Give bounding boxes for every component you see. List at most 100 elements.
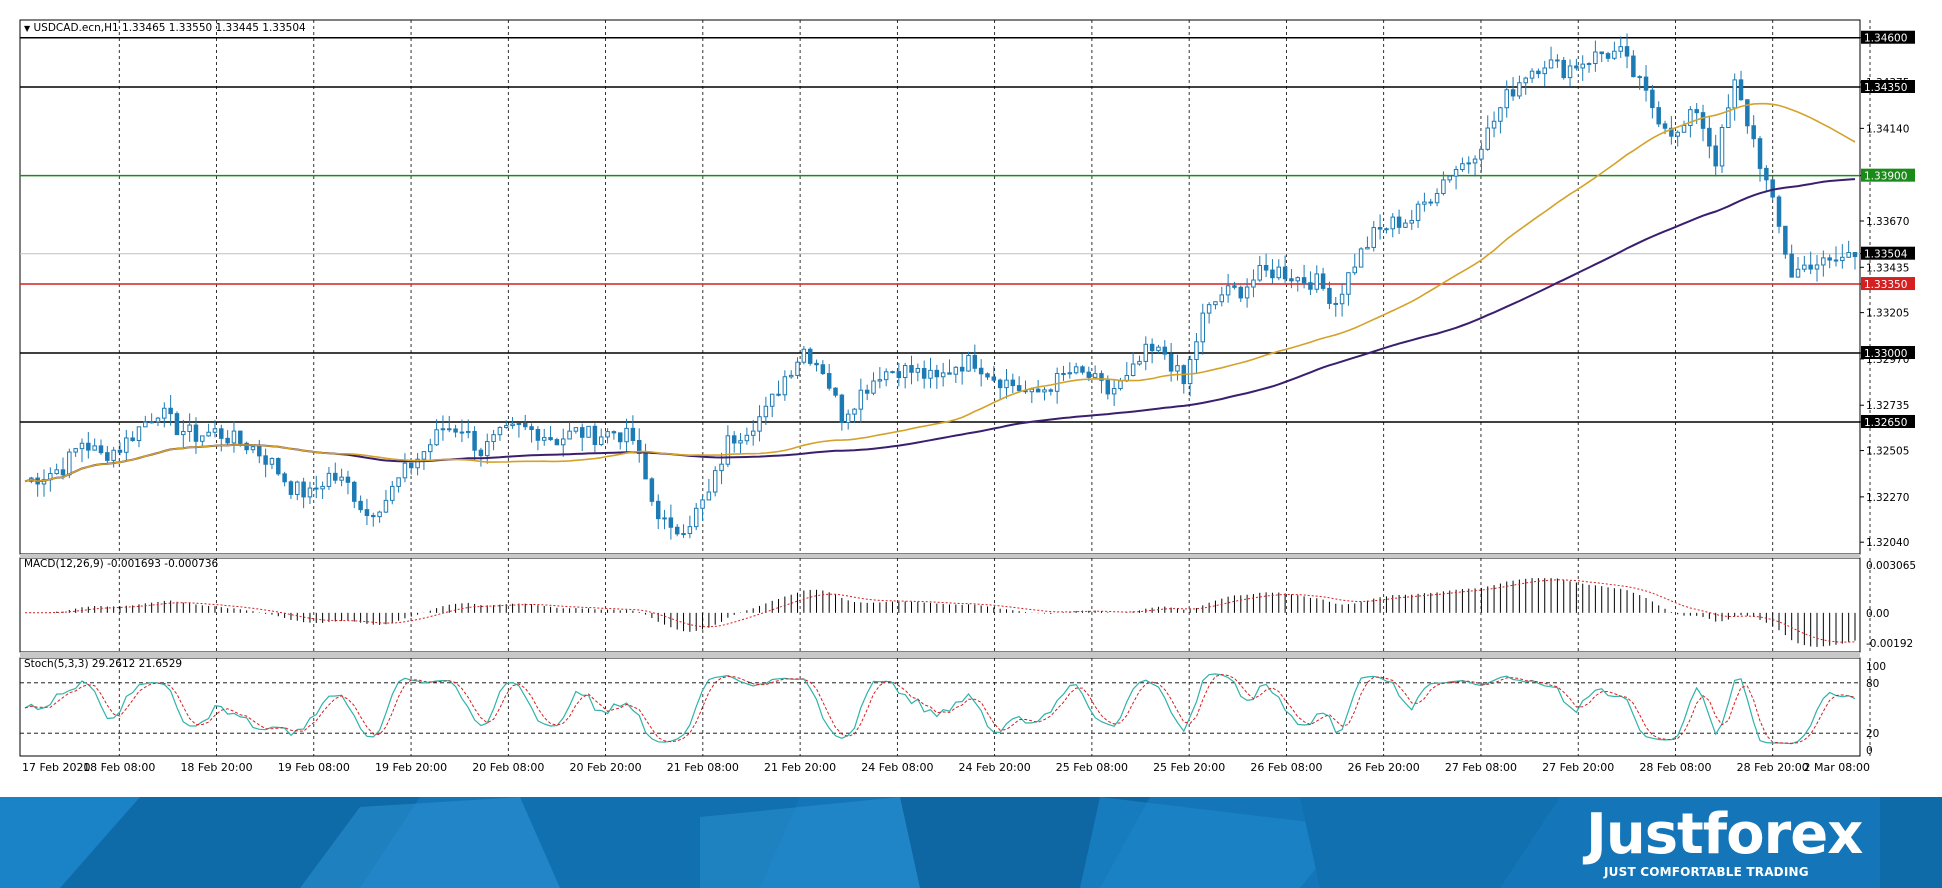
candle-body <box>820 364 826 375</box>
candle-body <box>1726 107 1731 128</box>
candle-body <box>434 429 439 446</box>
candle-body <box>516 423 522 426</box>
level-label-box <box>1861 168 1915 182</box>
candle-body <box>1200 312 1206 343</box>
candle-body <box>472 430 477 451</box>
candle-body <box>1099 373 1104 381</box>
time-axis-label: 26 Feb 08:00 <box>1250 761 1322 774</box>
time-axis-label: 27 Feb 20:00 <box>1542 761 1614 774</box>
candle-body <box>788 374 794 378</box>
candle-body <box>1536 70 1541 75</box>
candle-body <box>1061 373 1066 376</box>
level-label: 1.33000 <box>1864 348 1907 360</box>
candle-body <box>1213 301 1218 306</box>
candle-body <box>1574 65 1579 69</box>
candle-body <box>1010 379 1016 387</box>
candle-body <box>1441 179 1446 194</box>
candle-body <box>1700 112 1706 129</box>
candle-body <box>86 442 91 451</box>
candle-body <box>966 354 971 372</box>
time-axis-label: 20 Feb 20:00 <box>569 761 641 774</box>
candle-body <box>143 421 148 428</box>
candle-body <box>643 452 648 480</box>
candle-body <box>1054 373 1060 392</box>
candle-body <box>959 366 965 372</box>
time-axis-label: 28 Feb 20:00 <box>1737 761 1809 774</box>
candle-body <box>1776 196 1782 227</box>
candle-body <box>504 425 509 428</box>
candle-body <box>257 446 262 457</box>
candle-body <box>510 423 515 427</box>
candle-body <box>1086 371 1092 378</box>
time-axis-label: 17 Feb 2020 <box>22 761 90 774</box>
collapse-arrow-icon[interactable]: ▼ <box>24 24 31 33</box>
candle-body <box>934 369 940 378</box>
candle-body <box>1194 341 1199 361</box>
candle-body <box>985 373 990 378</box>
candle-body <box>1225 285 1231 296</box>
candle-body <box>548 437 553 441</box>
price-axis-label: 1.32270 <box>1866 492 1909 504</box>
candle-body <box>206 431 211 437</box>
level-label: 1.32650 <box>1864 417 1907 429</box>
candle-body <box>485 441 490 457</box>
level-label-box <box>1861 246 1915 260</box>
candle-body <box>896 371 902 378</box>
candle-body <box>1175 365 1180 372</box>
candle-body <box>1466 162 1471 165</box>
stoch-main-line <box>24 673 1856 745</box>
stoch-axis-label: 80 <box>1866 678 1879 690</box>
candle-body <box>1510 89 1516 97</box>
candle-body <box>554 439 560 446</box>
symbol-ohlc-label: USDCAD.ecn,H1 1.33465 1.33550 1.33445 1.… <box>33 22 306 34</box>
candle-body <box>567 430 572 440</box>
time-axis-label: 18 Feb 08:00 <box>83 761 155 774</box>
candle-body <box>763 405 769 418</box>
candle-body <box>263 455 268 465</box>
candle-body <box>1612 50 1617 59</box>
candle-body <box>383 499 389 513</box>
stoch-axis-label: 100 <box>1866 661 1886 673</box>
candle-body <box>693 507 699 528</box>
candle-body <box>1751 125 1756 140</box>
brand-footer: Justforex JUST COMFORTABLE TRADING <box>0 797 1942 888</box>
candle-body <box>1548 59 1554 69</box>
candle-body <box>60 469 66 476</box>
candle-body <box>1808 264 1813 270</box>
candle-body <box>1301 277 1307 284</box>
candle-body <box>1827 257 1832 261</box>
level-label: 1.33900 <box>1864 171 1907 183</box>
candle-body <box>978 367 984 375</box>
candle-body <box>731 435 737 444</box>
candle-body <box>453 428 458 433</box>
candle-body <box>1852 252 1858 258</box>
candle-body <box>314 487 319 490</box>
candle-body <box>339 476 344 481</box>
time-axis-label: 24 Feb 20:00 <box>959 761 1031 774</box>
candle-body <box>174 413 180 436</box>
level-label-box <box>1861 414 1915 428</box>
candle-body <box>1238 286 1244 299</box>
time-axis-label: 24 Feb 08:00 <box>861 761 933 774</box>
candle-body <box>1643 76 1649 91</box>
candle-body <box>1523 77 1528 84</box>
candle-body <box>67 451 72 476</box>
candle-body <box>295 481 300 495</box>
candle-body <box>200 435 205 442</box>
candle-body <box>352 481 357 502</box>
candle-body <box>1257 264 1263 281</box>
candle-body <box>1327 287 1332 304</box>
candle-body <box>662 517 667 520</box>
candle-body <box>1504 89 1509 109</box>
level-label-box <box>1861 277 1915 291</box>
candle-body <box>535 429 541 441</box>
candle-body <box>1118 380 1123 390</box>
candle-body <box>1206 304 1212 314</box>
level-label-box <box>1861 346 1915 360</box>
candle-body <box>415 458 420 469</box>
candle-body <box>1276 266 1282 279</box>
candle-body <box>225 437 230 444</box>
candle-body <box>288 481 294 495</box>
candle-body <box>219 428 224 439</box>
candle-body <box>1314 273 1320 290</box>
